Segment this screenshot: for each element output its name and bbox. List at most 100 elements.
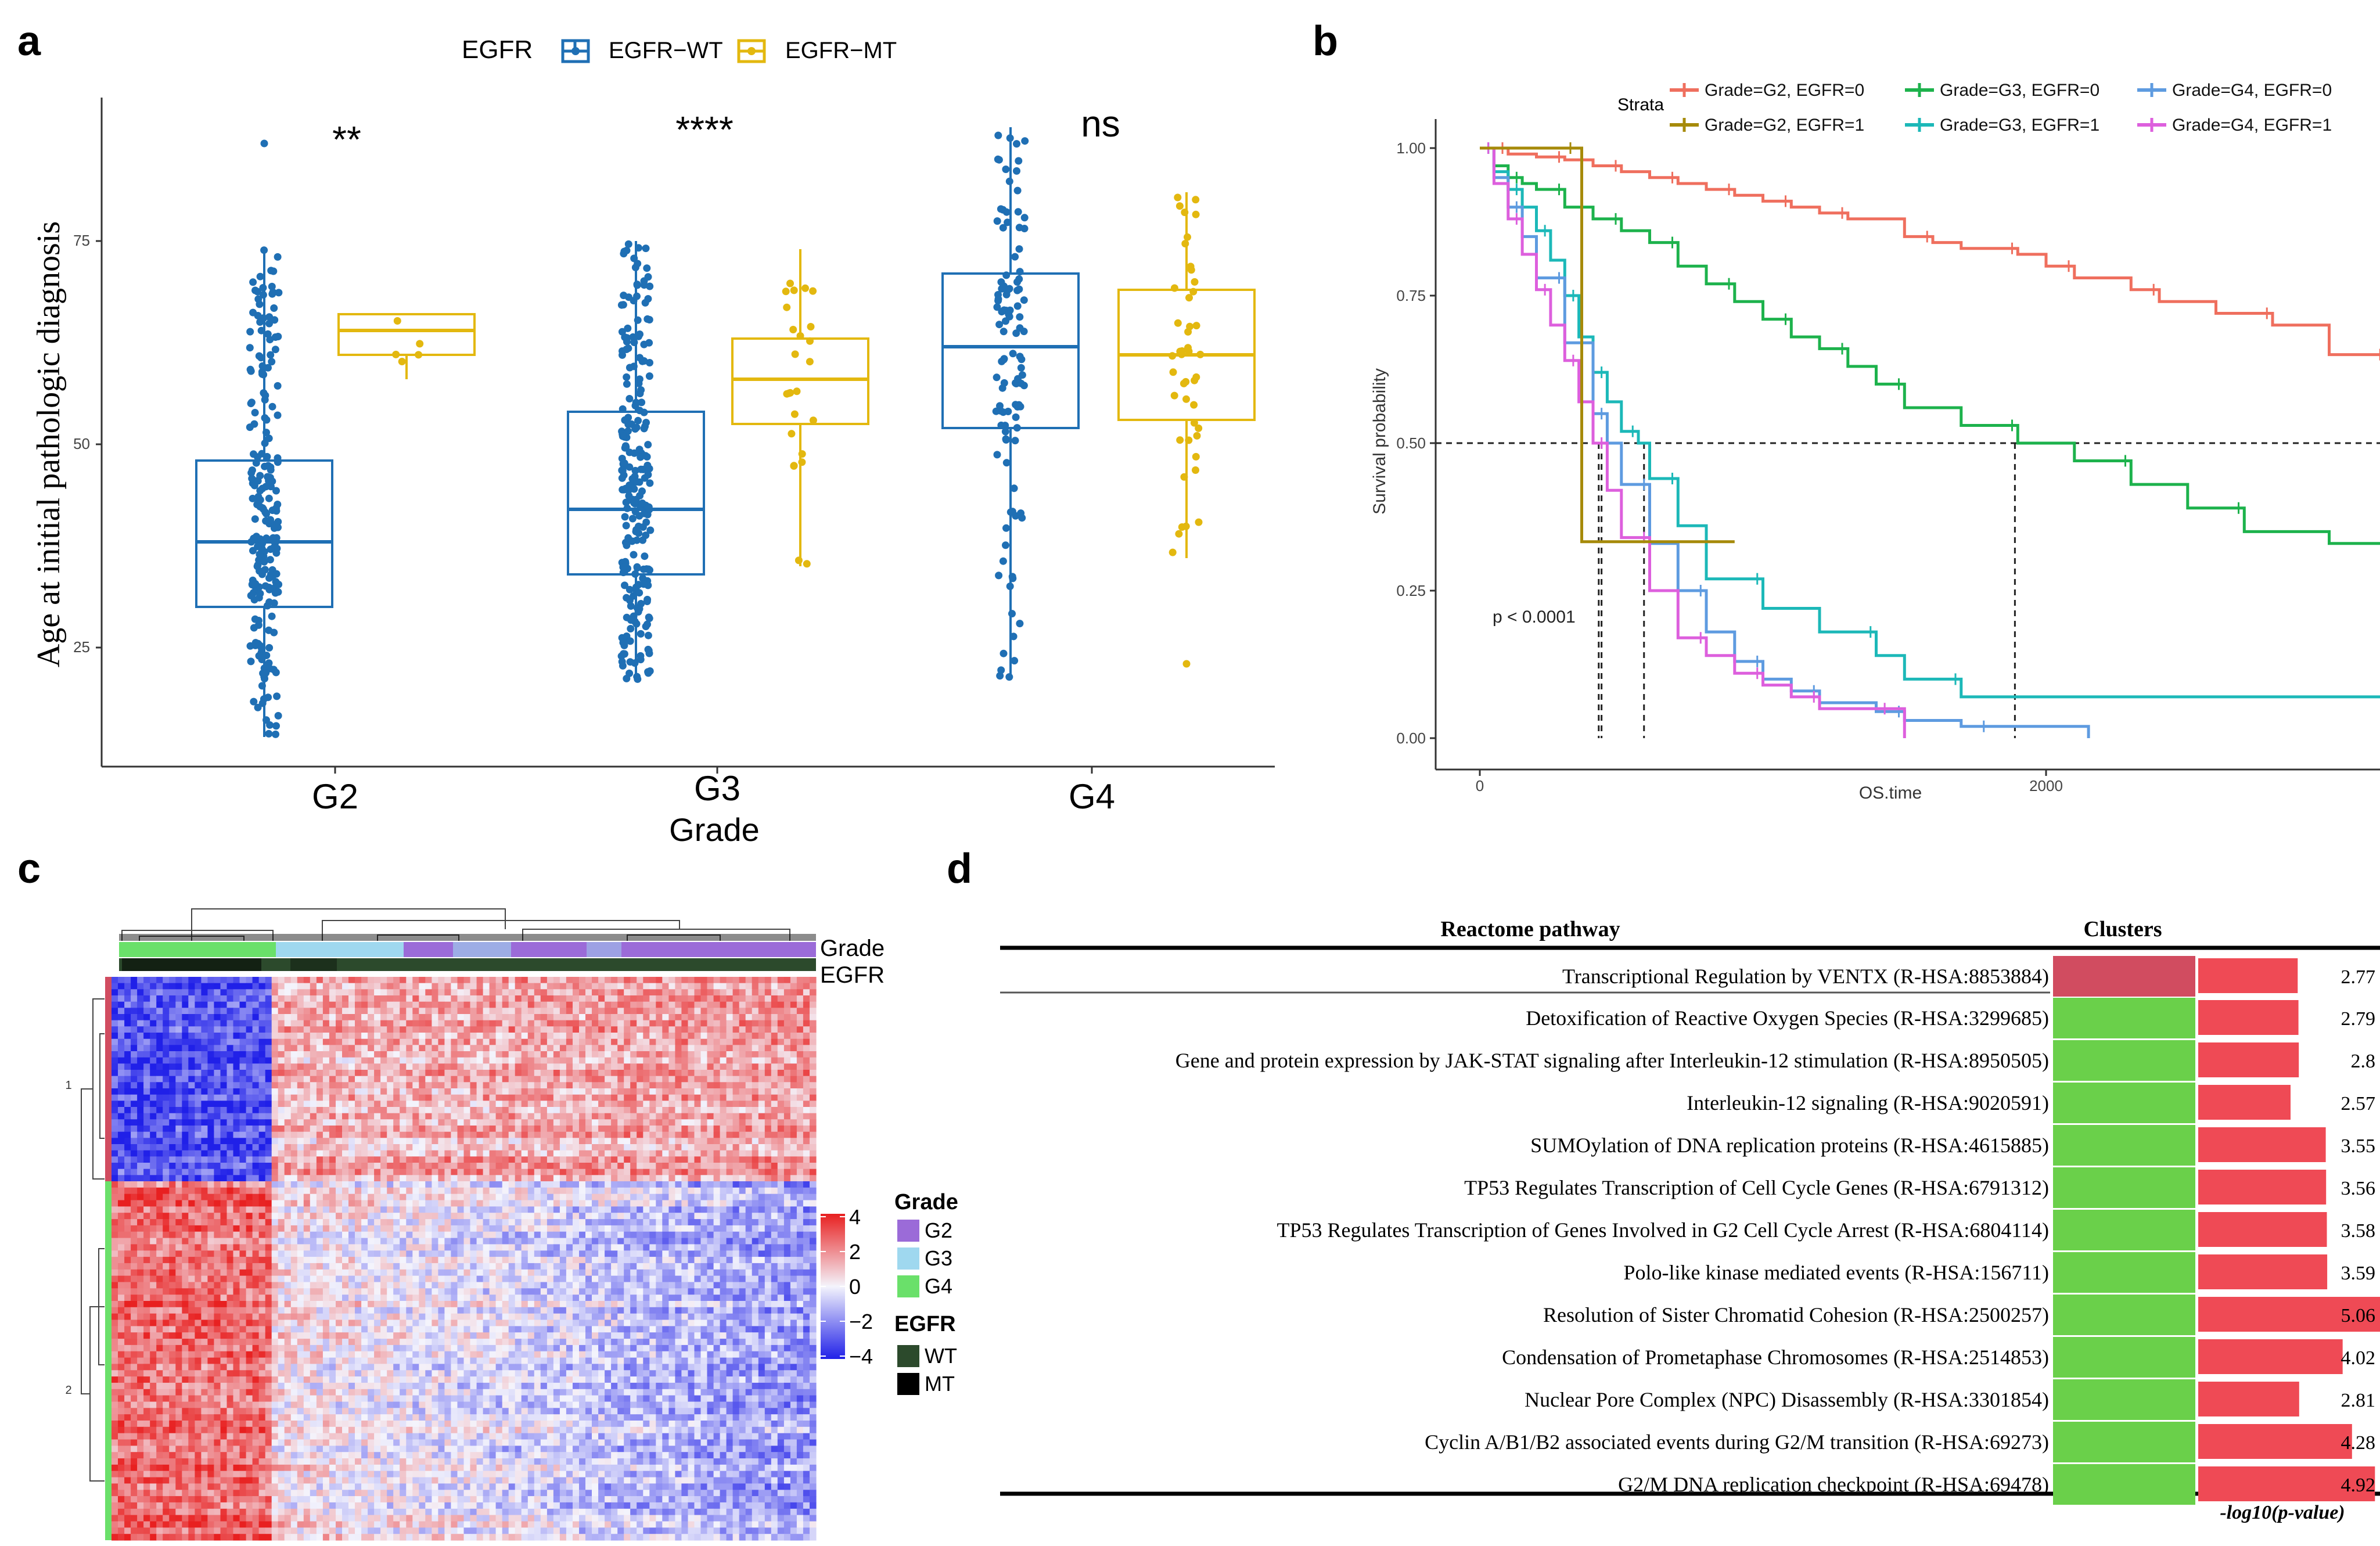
- heatmap-cell: [790, 1206, 797, 1213]
- heatmap-cell: [380, 1156, 387, 1163]
- heatmap-cell: [425, 1045, 432, 1052]
- heatmap-cell: [451, 1033, 458, 1040]
- heatmap-cell: [688, 1138, 695, 1145]
- heatmap-cell: [694, 1033, 702, 1040]
- heatmap-cell: [758, 989, 765, 996]
- data-point: [621, 442, 630, 450]
- heatmap-cell: [182, 1181, 189, 1188]
- heatmap-cell: [707, 1206, 714, 1213]
- heatmap-cell: [118, 1014, 125, 1021]
- heatmap-cell: [265, 1020, 272, 1027]
- heatmap-cell: [169, 1144, 176, 1151]
- data-point: [1178, 350, 1186, 358]
- heatmap-cell: [233, 1163, 240, 1170]
- heatmap-cell: [169, 1038, 176, 1045]
- heatmap-cell: [131, 1076, 138, 1083]
- heatmap-cell: [118, 1169, 125, 1175]
- heatmap-cell: [195, 1076, 202, 1083]
- heatmap-cell: [303, 1187, 311, 1195]
- heatmap-cell: [540, 1206, 548, 1213]
- heatmap-cell: [201, 1138, 208, 1145]
- heatmap-cell: [566, 1008, 573, 1015]
- heatmap-cell: [457, 1057, 465, 1064]
- heatmap-cell: [585, 983, 592, 990]
- heatmap-cell: [579, 1008, 586, 1015]
- heatmap-cell: [156, 1076, 163, 1083]
- heatmap-cell: [745, 1150, 753, 1157]
- heatmap-cell: [470, 1126, 477, 1132]
- data-point: [644, 645, 652, 653]
- heatmap-cell: [726, 1033, 734, 1040]
- heatmap-cell: [406, 1026, 413, 1033]
- heatmap-cell: [322, 983, 330, 990]
- heatmap-cell: [527, 1020, 535, 1027]
- heatmap-cell: [534, 1156, 541, 1163]
- heatmap-cell: [483, 1051, 490, 1058]
- heatmap-cell: [316, 1020, 323, 1027]
- data-point: [623, 504, 631, 512]
- heatmap-cell: [137, 1014, 144, 1021]
- heatmap-cell: [143, 1163, 150, 1170]
- heatmap-cell: [592, 1038, 599, 1045]
- heatmap-cell: [258, 983, 266, 990]
- heatmap-cell: [592, 1206, 599, 1213]
- data-point: [392, 350, 400, 358]
- heatmap-cell: [252, 1206, 260, 1213]
- heatmap-cell: [764, 1038, 772, 1045]
- heatmap-cell: [796, 1187, 804, 1195]
- heatmap-cell: [592, 1045, 599, 1052]
- heatmap-cell: [361, 995, 368, 1002]
- heatmap-cell: [720, 1126, 727, 1132]
- heatmap-cell: [758, 1057, 765, 1064]
- heatmap-cell: [175, 1026, 182, 1033]
- heatmap-cell: [252, 1014, 260, 1021]
- heatmap-cell: [342, 1187, 349, 1195]
- heatmap-cell: [527, 977, 535, 984]
- data-point: [270, 599, 278, 607]
- heatmap-cell: [336, 1094, 343, 1101]
- heatmap-cell: [188, 1020, 195, 1027]
- heatmap-cell: [322, 1150, 330, 1157]
- heatmap-cell: [521, 1082, 529, 1089]
- km-x-axis-label: OS.time: [1859, 783, 1922, 803]
- heatmap-cell: [112, 1051, 118, 1058]
- heatmap-cell: [278, 1082, 285, 1089]
- heatmap-cell: [803, 1150, 810, 1157]
- heatmap-cell: [637, 1033, 643, 1040]
- heatmap-cell: [112, 1181, 118, 1188]
- heatmap-cell: [720, 1045, 727, 1052]
- heatmap-cell: [419, 1038, 426, 1045]
- data-point: [265, 494, 273, 502]
- heatmap-cell: [547, 1131, 554, 1138]
- heatmap-cell: [624, 1082, 631, 1089]
- heatmap-cell: [214, 1070, 221, 1077]
- heatmap-cell: [803, 1175, 810, 1182]
- heatmap-cell: [400, 1113, 407, 1120]
- heatmap-cell: [246, 1088, 253, 1095]
- heatmap-cell: [489, 1038, 497, 1045]
- heatmap-cell: [195, 1187, 202, 1195]
- heatmap-cell: [163, 1001, 170, 1008]
- heatmap-cell: [393, 1206, 400, 1213]
- data-point: [246, 423, 254, 432]
- heatmap-cell: [745, 1113, 753, 1120]
- heatmap-cell: [432, 1119, 438, 1126]
- heatmap-cell: [732, 1094, 740, 1101]
- heatmap-cell: [521, 1038, 529, 1045]
- heatmap-cell: [271, 1014, 279, 1021]
- heatmap-cell: [227, 1131, 234, 1138]
- heatmap-cell: [681, 1020, 688, 1027]
- heatmap-cell: [355, 977, 362, 984]
- heatmap-cell: [207, 1150, 214, 1157]
- heatmap-cell: [406, 1020, 413, 1027]
- heatmap-cell: [540, 1088, 548, 1095]
- heatmap-cell: [585, 1051, 592, 1058]
- heatmap-cell: [617, 1094, 624, 1101]
- heatmap-cell: [393, 1156, 400, 1163]
- heatmap-cell: [124, 1213, 131, 1220]
- heatmap-cell: [163, 995, 170, 1002]
- heatmap-cell: [438, 1150, 445, 1157]
- heatmap-cell: [361, 1187, 368, 1195]
- heatmap-cell: [637, 1193, 643, 1201]
- heatmap-cell: [688, 1107, 695, 1114]
